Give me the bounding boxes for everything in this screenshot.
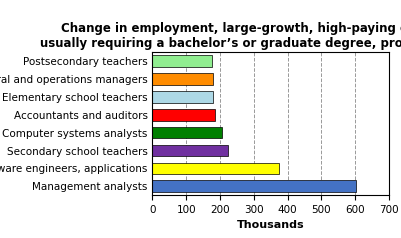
Bar xyxy=(152,127,222,139)
Title: Change in employment, large-growth, high-paying occupations
usually requiring a : Change in employment, large-growth, high… xyxy=(40,22,401,50)
Bar xyxy=(152,91,213,103)
Bar xyxy=(152,163,279,174)
Bar xyxy=(152,145,228,156)
Bar xyxy=(152,180,356,192)
X-axis label: Thousands: Thousands xyxy=(237,220,304,230)
Bar xyxy=(152,73,213,85)
Bar xyxy=(152,109,215,121)
Bar xyxy=(152,55,212,67)
